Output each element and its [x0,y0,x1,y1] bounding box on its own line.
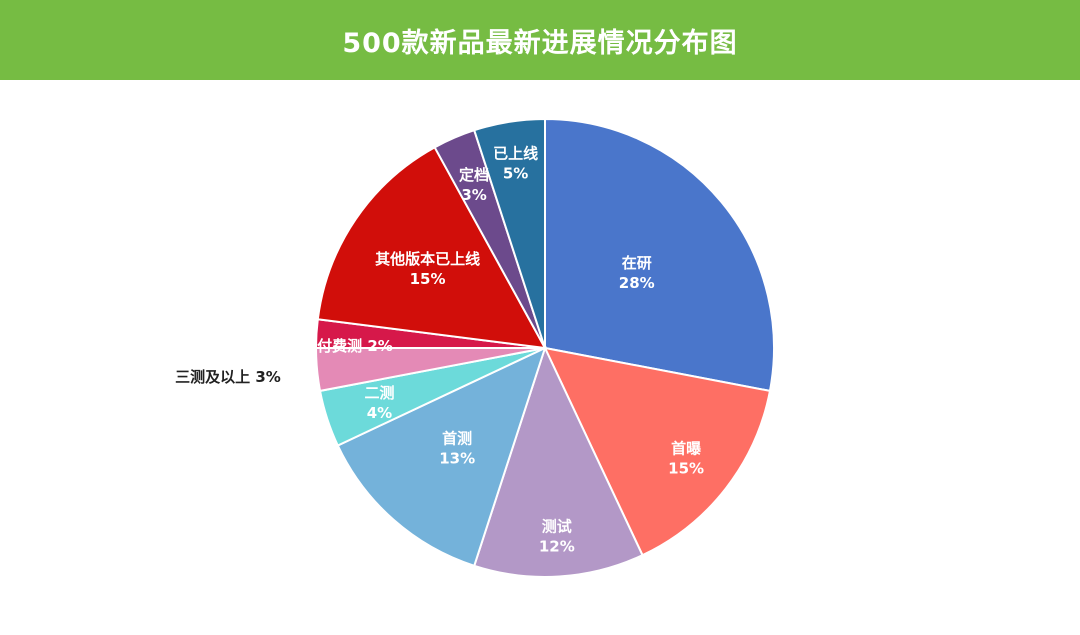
slice-label: 首测 13% [439,430,475,468]
slice-label-category: 已上线 [493,145,538,163]
header-bar: 500款新品最新进展情况分布图 [0,0,1080,80]
slice-label-percent: 3% [461,186,486,204]
slice-label-category: 二测 [364,384,394,402]
pie-slice [543,346,772,557]
slice-label-category: 首曝 [671,439,701,457]
slice-label: 三测及以上 3% [175,368,281,386]
slice-label-percent: 28% [619,274,655,292]
pie-slice [544,117,775,393]
slice-label-category: 在研 [622,254,652,272]
slice-label-percent: 13% [439,450,475,468]
pie-slice [472,345,644,578]
slice-label: 二测 4% [364,384,394,422]
slice-label-percent: 5% [503,165,528,183]
slice-label-category: 定档 [459,166,489,184]
slice-label-percent: 15% [410,270,446,288]
slice-label: 定档 3% [459,166,489,204]
slice-label-percent: 4% [367,404,392,422]
slice-label-percent: 12% [539,537,575,555]
slice-label: 其他版本已上线 15% [375,250,480,288]
pie-slice [316,145,547,350]
slice-label-category: 其他版本已上线 [375,250,480,268]
slice-label: 已上线 5% [493,145,538,183]
slice-label-category: 测试 [542,517,572,535]
slice-label: 付费测 2% [317,337,393,355]
page-title: 500款新品最新进展情况分布图 [342,27,738,59]
slice-label: 测试 12% [539,517,575,555]
slice-label: 首曝 15% [668,439,704,477]
slice-label-percent: 15% [668,459,704,477]
slice-label: 在研 28% [619,254,655,292]
pie-slice [336,346,547,568]
slice-label-category: 首测 [442,430,472,448]
pie-slice [472,117,546,349]
